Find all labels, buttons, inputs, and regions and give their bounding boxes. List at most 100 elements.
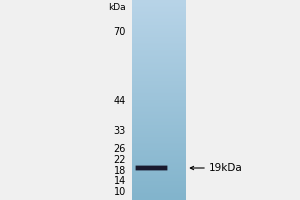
Text: 70: 70 bbox=[114, 27, 126, 37]
Bar bbox=[132, 164, 186, 165]
Bar bbox=[132, 45, 186, 46]
Bar bbox=[132, 96, 186, 97]
Bar bbox=[132, 192, 186, 193]
Bar bbox=[132, 121, 186, 122]
Bar bbox=[132, 82, 186, 83]
Bar bbox=[132, 163, 186, 164]
Bar bbox=[132, 42, 186, 43]
Bar bbox=[132, 171, 186, 172]
Bar bbox=[132, 95, 186, 96]
Bar bbox=[132, 17, 186, 18]
Text: 26: 26 bbox=[114, 144, 126, 154]
Bar bbox=[132, 124, 186, 125]
Bar bbox=[132, 117, 186, 118]
Bar bbox=[132, 161, 186, 162]
Text: 22: 22 bbox=[113, 155, 126, 165]
Bar bbox=[132, 90, 186, 91]
Bar bbox=[132, 116, 186, 117]
Bar bbox=[132, 111, 186, 112]
Bar bbox=[132, 139, 186, 140]
Bar bbox=[132, 142, 186, 143]
Bar bbox=[132, 165, 186, 166]
Bar bbox=[132, 184, 186, 185]
Bar bbox=[132, 123, 186, 124]
Bar bbox=[132, 132, 186, 133]
Bar bbox=[132, 144, 186, 145]
Bar bbox=[132, 30, 186, 31]
Bar bbox=[132, 69, 186, 70]
Bar bbox=[132, 39, 186, 40]
Bar bbox=[132, 129, 186, 130]
Bar bbox=[132, 20, 186, 21]
Bar bbox=[132, 115, 186, 116]
Bar bbox=[132, 35, 186, 36]
Bar bbox=[132, 38, 186, 39]
Bar bbox=[132, 88, 186, 89]
Bar bbox=[132, 157, 186, 158]
Bar bbox=[132, 46, 186, 47]
Bar bbox=[132, 18, 186, 19]
Bar bbox=[132, 2, 186, 3]
Bar bbox=[132, 112, 186, 113]
Bar bbox=[132, 188, 186, 189]
Bar bbox=[132, 19, 186, 20]
Bar bbox=[132, 13, 186, 14]
Bar bbox=[132, 87, 186, 88]
Text: 44: 44 bbox=[114, 96, 126, 106]
Bar bbox=[132, 72, 186, 73]
Bar bbox=[132, 75, 186, 76]
Bar bbox=[132, 0, 186, 1]
Bar bbox=[132, 199, 186, 200]
Bar bbox=[132, 169, 186, 170]
Bar bbox=[132, 176, 186, 177]
Bar bbox=[132, 195, 186, 196]
Bar bbox=[132, 9, 186, 10]
Bar bbox=[132, 177, 186, 178]
Text: 19kDa: 19kDa bbox=[208, 163, 242, 173]
Bar bbox=[132, 126, 186, 127]
Bar bbox=[132, 44, 186, 45]
Bar bbox=[132, 12, 186, 13]
Bar bbox=[132, 134, 186, 135]
Bar bbox=[132, 189, 186, 190]
Bar bbox=[132, 56, 186, 57]
Bar bbox=[132, 68, 186, 69]
Bar bbox=[132, 143, 186, 144]
Bar bbox=[132, 60, 186, 61]
Bar bbox=[132, 94, 186, 95]
Bar bbox=[132, 66, 186, 67]
Bar bbox=[132, 155, 186, 156]
Bar bbox=[132, 41, 186, 42]
Bar bbox=[132, 181, 186, 182]
Bar bbox=[132, 73, 186, 74]
Bar bbox=[132, 79, 186, 80]
Bar bbox=[132, 152, 186, 153]
Bar bbox=[132, 32, 186, 33]
Bar bbox=[132, 22, 186, 23]
Bar bbox=[132, 119, 186, 120]
Bar bbox=[132, 146, 186, 147]
Bar bbox=[132, 23, 186, 24]
Bar bbox=[132, 92, 186, 93]
Bar bbox=[132, 186, 186, 187]
Bar bbox=[132, 133, 186, 134]
Bar bbox=[132, 11, 186, 12]
Bar bbox=[132, 118, 186, 119]
Bar bbox=[132, 71, 186, 72]
Bar bbox=[132, 168, 186, 169]
Bar bbox=[132, 63, 186, 64]
Bar bbox=[132, 193, 186, 194]
Bar bbox=[132, 5, 186, 6]
Bar bbox=[132, 135, 186, 136]
Bar bbox=[132, 191, 186, 192]
Bar bbox=[132, 7, 186, 8]
Bar bbox=[132, 114, 186, 115]
Bar bbox=[132, 158, 186, 159]
Bar bbox=[132, 29, 186, 30]
Bar bbox=[132, 26, 186, 27]
Bar bbox=[132, 83, 186, 84]
Bar bbox=[132, 84, 186, 85]
Bar bbox=[132, 43, 186, 44]
Bar bbox=[132, 104, 186, 105]
Bar bbox=[132, 100, 186, 101]
